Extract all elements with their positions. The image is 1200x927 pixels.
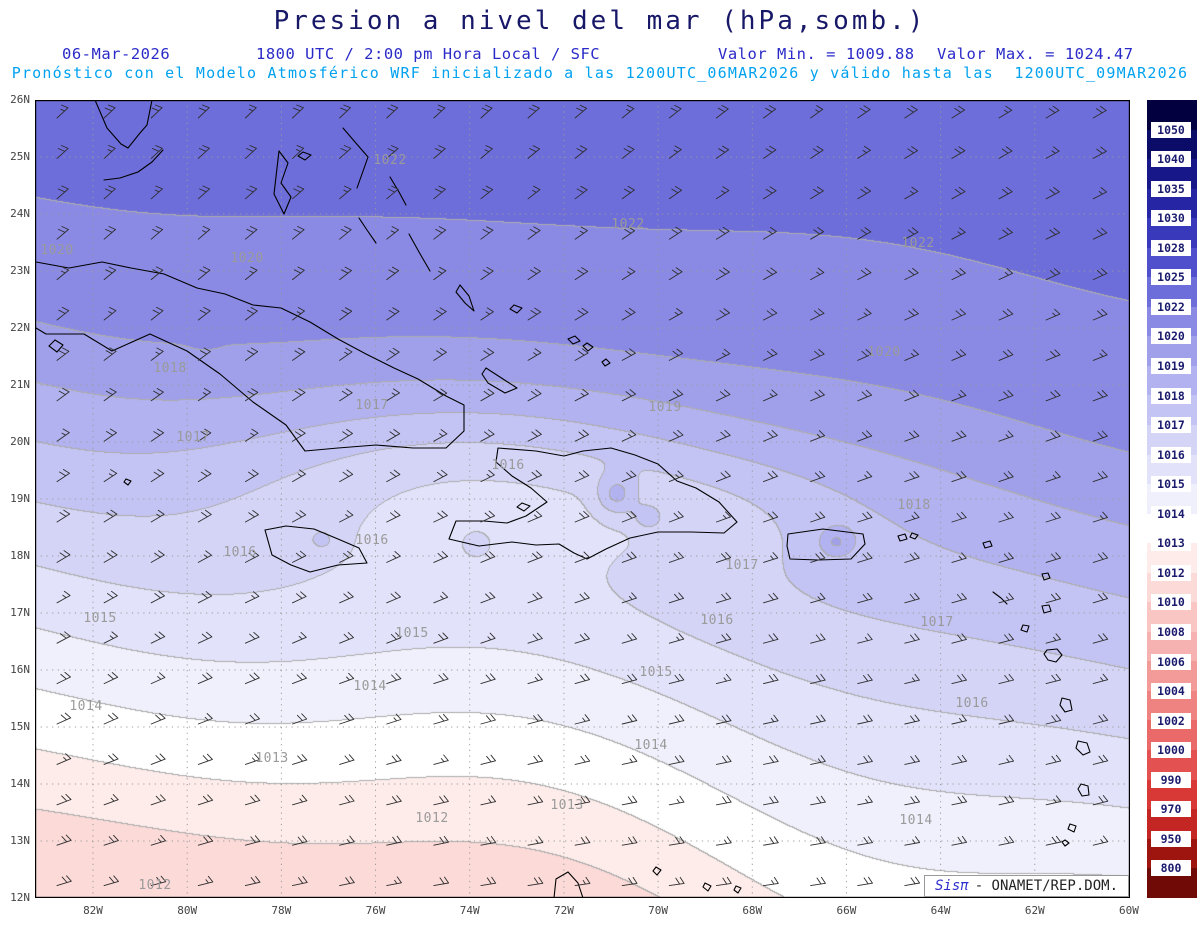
- map-overlay: 1022 1022 1022 1020 1020 1020 1019 1018 1018 1017…: [35, 100, 1130, 898]
- colorbar-label: 1008: [1151, 624, 1191, 640]
- lat-tick-label: 24N: [10, 207, 30, 220]
- contour-label: 1017: [920, 615, 953, 630]
- contour-label: 1015: [395, 626, 428, 641]
- brand-logo: Sisπ: [934, 878, 969, 894]
- header-meta: 06-Mar-2026 1800 UTC / 2:00 pm Hora Loca…: [0, 45, 1200, 63]
- contour-label: 1018: [153, 361, 186, 376]
- map-area: 1022 1022 1022 1020 1020 1020 1019 1018 1018 1017…: [35, 100, 1130, 898]
- colorbar-label: 1004: [1151, 683, 1191, 700]
- colorbar-label: 800: [1151, 860, 1191, 877]
- colorbar-label: 1035: [1151, 180, 1191, 197]
- contour-label: 1012: [415, 811, 448, 826]
- colorbar-label: 1017: [1151, 417, 1191, 434]
- contour-label: 1017: [355, 398, 388, 413]
- colorbar-label: 1050: [1151, 121, 1191, 138]
- lon-tick-label: 76W: [365, 904, 386, 917]
- lon-tick-label: 60W: [1119, 904, 1139, 917]
- colorbar-label: 970: [1151, 801, 1191, 818]
- attribution-text: - ONAMET/REP.DOM.: [974, 878, 1118, 894]
- colorbar-label: 1018: [1151, 387, 1191, 404]
- contour-label: 1022: [373, 153, 406, 168]
- contour-label: 1019: [648, 400, 681, 415]
- lat-tick-label: 23N: [10, 264, 30, 277]
- contour-label: 1018: [897, 498, 930, 513]
- colorbar-label: 1013: [1151, 535, 1191, 552]
- contour-label: 1020: [867, 345, 900, 360]
- contour-label: 1015: [639, 665, 672, 680]
- contour-label: 1016: [491, 458, 524, 473]
- lat-tick-label: 25N: [10, 150, 30, 163]
- lon-tick-label: 62W: [1024, 904, 1045, 917]
- lon-tick-label: 82W: [83, 904, 103, 917]
- lat-tick-label: 19N: [10, 492, 30, 505]
- lat-tick-label: 22N: [10, 321, 30, 334]
- colorbar-label: 1012: [1151, 564, 1191, 581]
- contour-label: 1014: [634, 738, 667, 753]
- lat-tick-label: 20N: [10, 435, 30, 448]
- colorbar-label: 1015: [1151, 476, 1191, 493]
- valid-time: 1800 UTC / 2:00 pm Hora Local / SFC: [256, 45, 601, 63]
- contour-label: 1012: [138, 878, 171, 893]
- lat-tick-label: 14N: [10, 777, 30, 790]
- lon-tick-label: 80W: [177, 904, 198, 917]
- lat-tick-label: 12N: [10, 891, 30, 904]
- lon-tick-label: 68W: [742, 904, 763, 917]
- colorbar-label: 1006: [1151, 653, 1191, 670]
- coastlines: [35, 100, 1091, 898]
- lon-tick-label: 74W: [459, 904, 480, 917]
- lon-tick-label: 72W: [553, 904, 574, 917]
- colorbar-label: 1030: [1151, 210, 1191, 227]
- colorbar-label: 950: [1151, 830, 1191, 847]
- colorbar-label: 1020: [1151, 328, 1191, 345]
- colorbar-label: 1002: [1151, 712, 1191, 729]
- colorbar-label: 1040: [1151, 151, 1191, 168]
- contour-label: 1016: [955, 696, 988, 711]
- lat-tick-label: 16N: [10, 663, 30, 676]
- wind-barbs: [56, 104, 1109, 887]
- lon-tick-label: 70W: [648, 904, 669, 917]
- colorbar-label: 1016: [1151, 446, 1191, 463]
- lat-tick-label: 21N: [10, 378, 30, 391]
- contour-label: 1013: [550, 798, 583, 813]
- page-title: Presion a nivel del mar (hPa,somb.): [273, 6, 927, 36]
- attribution-box: Sisπ - ONAMET/REP.DOM.: [923, 875, 1129, 897]
- colorbar: 1050 1040 1035 1030 1028 1025 1022 1020 1019 1018…: [1147, 100, 1197, 898]
- lat-tick-label: 18N: [10, 549, 30, 562]
- model-info-line: Pronóstico con el Modelo Atmosférico WRF…: [11, 64, 1189, 82]
- colorbar-label: 1019: [1151, 358, 1191, 374]
- value-min-label: Valor Min. = 1009.88: [718, 45, 915, 63]
- contour-label: 1016: [355, 533, 388, 548]
- contour-label: 1017: [176, 430, 209, 445]
- contour-label: 1014: [899, 813, 932, 828]
- contour-label: 1014: [353, 679, 386, 694]
- contour-label: 1017: [725, 558, 758, 573]
- colorbar-label: 1025: [1151, 269, 1191, 286]
- contour-label: 1022: [611, 217, 644, 232]
- lat-tick-label: 26N: [10, 93, 30, 106]
- contour-label: 1015: [83, 611, 116, 626]
- colorbar-label: 1010: [1151, 594, 1191, 611]
- value-max-label: Valor Max. = 1024.47: [937, 45, 1134, 63]
- lon-tick-label: 78W: [271, 904, 292, 917]
- map-border: [35, 100, 1130, 898]
- colorbar-label: 1014: [1151, 505, 1191, 522]
- contour-label: 1014: [69, 699, 102, 714]
- contour-label: 1022: [901, 236, 934, 251]
- colorbar-label: 1000: [1151, 742, 1191, 759]
- lon-tick-label: 66W: [836, 904, 857, 917]
- contour-label: 1013: [255, 751, 288, 766]
- forecast-date: 06-Mar-2026: [62, 45, 171, 63]
- lat-tick-label: 17N: [10, 606, 30, 619]
- lon-tick-label: 64W: [930, 904, 951, 917]
- contour-label: 1016: [700, 613, 733, 628]
- colorbar-label: 990: [1151, 771, 1191, 788]
- contour-label: 1016: [223, 545, 256, 560]
- contour-label: 1020: [230, 251, 263, 266]
- colorbar-label: 1022: [1151, 298, 1191, 315]
- lat-tick-label: 13N: [10, 834, 30, 847]
- colorbar-label: 1028: [1151, 239, 1191, 256]
- contour-label: 1020: [40, 243, 73, 258]
- lat-tick-label: 15N: [10, 720, 30, 733]
